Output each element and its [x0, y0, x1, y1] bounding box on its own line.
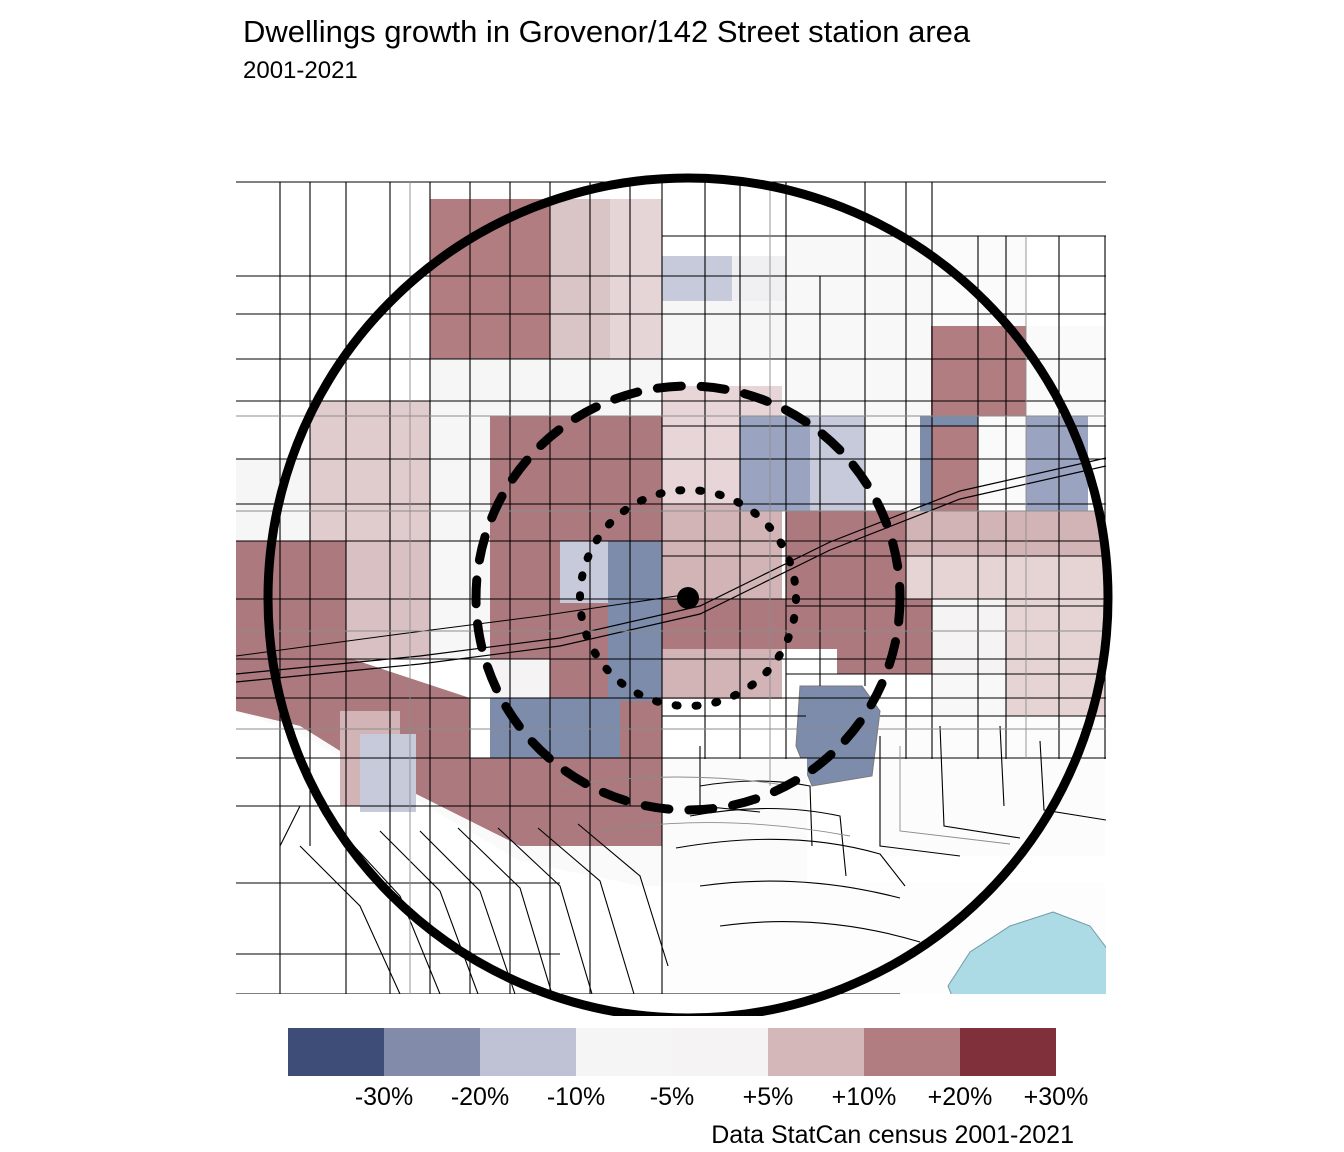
legend-tick-2: -10%: [546, 1083, 606, 1111]
legend-swatch-3: [576, 1028, 672, 1076]
legend-tick-6: +20%: [927, 1083, 993, 1111]
parcel-boundaries: [236, 182, 1106, 994]
station-marker: [677, 587, 699, 609]
legend: -30% -20% -10% -5% +5% +10% +20% +30% Data Stat…: [0, 1016, 1344, 1152]
map-canvas[interactable]: [0, 86, 1344, 1016]
legend-swatch-1: [384, 1028, 480, 1076]
legend-tick-1: -20%: [450, 1083, 510, 1111]
page-subtitle: 2001-2021: [243, 57, 358, 84]
legend-tick-4: +5%: [742, 1083, 794, 1111]
legend-swatch-7: [960, 1028, 1056, 1076]
legend-tick-labels: -30% -20% -10% -5% +5% +10% +20% +30%: [288, 1080, 1089, 1120]
legend-color-bar: [288, 1028, 1056, 1076]
legend-tick-0: -30%: [354, 1083, 414, 1111]
legend-swatch-5: [768, 1028, 864, 1076]
legend-tick-7: +30%: [1023, 1083, 1089, 1111]
page-title: Dwellings growth in Grovenor/142 Street …: [243, 14, 971, 49]
legend-swatch-6: [864, 1028, 960, 1076]
middle-buffer-ring: [471, 381, 905, 815]
legend-swatch-4: [672, 1028, 768, 1076]
legend-tick-5: +10%: [831, 1083, 897, 1111]
outer-buffer-ring: [263, 173, 1113, 1016]
attribution-text: Data StatCan census 2001-2021: [711, 1121, 1074, 1149]
legend-swatch-2: [480, 1028, 576, 1076]
legend-swatch-0: [288, 1028, 384, 1076]
water-body: [947, 911, 1106, 994]
inner-buffer-ring: [576, 486, 800, 710]
legend-tick-3: -5%: [649, 1083, 695, 1111]
